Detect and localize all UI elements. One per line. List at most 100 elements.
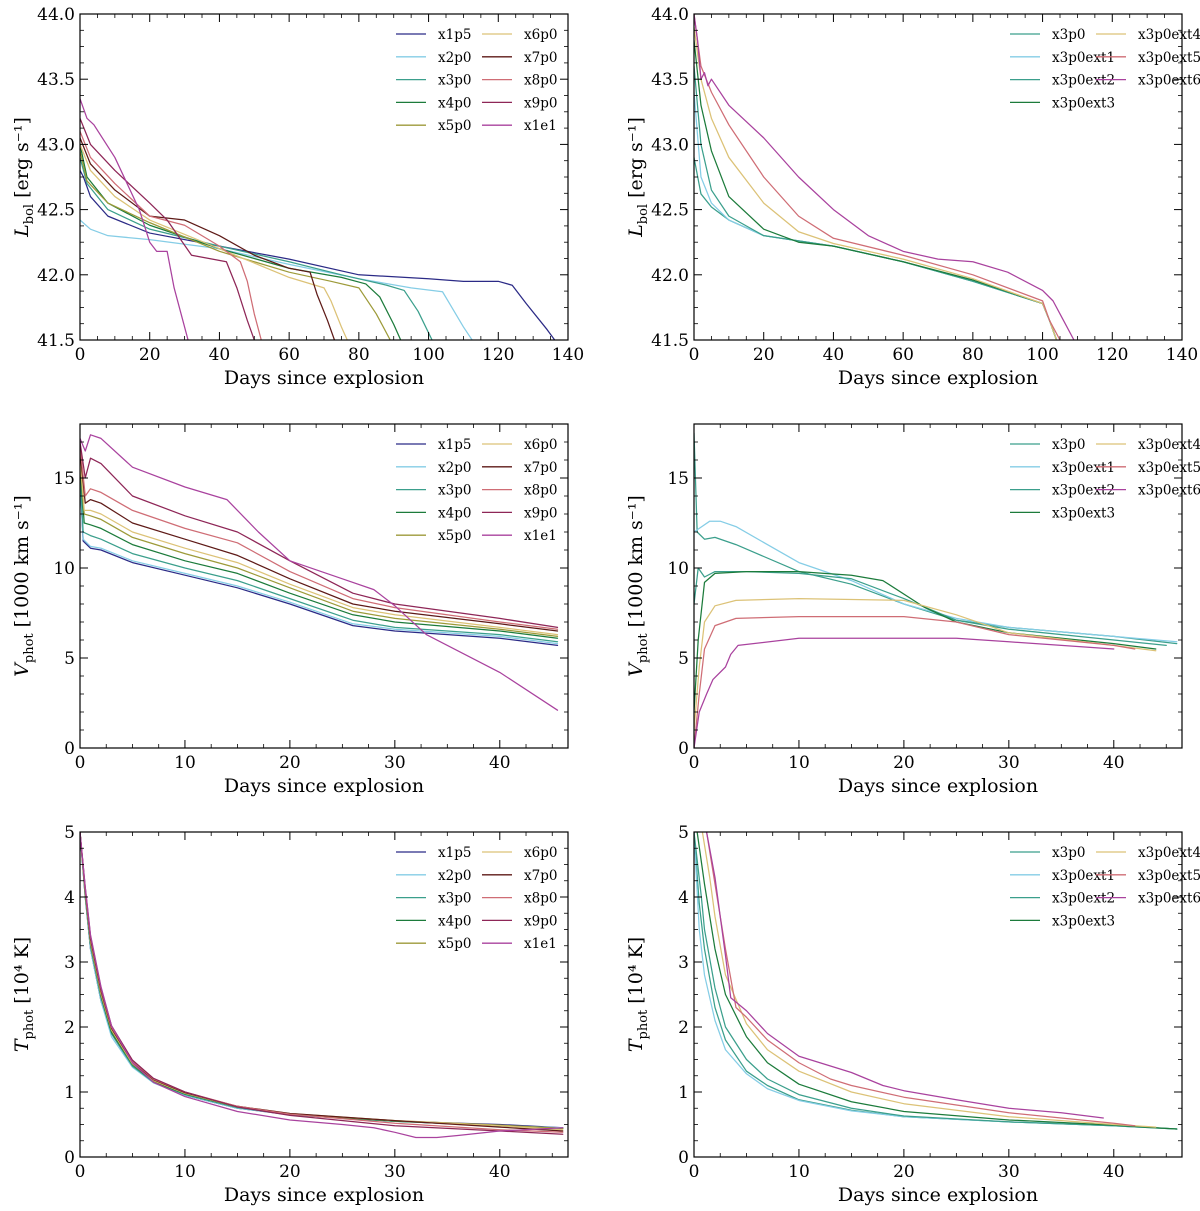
x-tick-label: 10 — [174, 1162, 196, 1182]
legend-label-x3p0ext4: x3p0ext4 — [1138, 27, 1200, 43]
y-tick-label: 5 — [678, 823, 689, 843]
x-tick-label: 0 — [75, 1162, 86, 1182]
legend-label-x3p0ext5: x3p0ext5 — [1138, 868, 1200, 884]
x-tick-label: 20 — [279, 753, 301, 773]
y-axis-symbol: L — [625, 224, 647, 238]
x-tick-label: 0 — [75, 345, 86, 365]
legend-label-x2p0: x2p0 — [438, 50, 471, 66]
legend-label-x3p0ext6: x3p0ext6 — [1138, 891, 1200, 907]
y-axis-symbol: L — [11, 224, 33, 238]
plot-frame — [79, 13, 569, 341]
series-line-x3p0ext3 — [696, 832, 1178, 1130]
x-tick-label: 140 — [1166, 345, 1198, 365]
series-group — [694, 832, 1178, 1130]
legend-label-x3p0ext4: x3p0ext4 — [1138, 437, 1200, 453]
x-tick-label: 20 — [139, 345, 161, 365]
x-tick-label: 20 — [279, 1162, 301, 1182]
legend-label-x3p0: x3p0 — [1052, 27, 1085, 43]
series-group — [80, 832, 564, 1139]
legend-label-x6p0: x6p0 — [524, 27, 557, 43]
y-tick-label: 43.0 — [37, 135, 75, 155]
y-axis-subscript: phot — [636, 1009, 651, 1040]
legend-label-x3p0: x3p0 — [1052, 437, 1085, 453]
series-line-x3p0ext1 — [694, 91, 1058, 340]
x-tick-label: 10 — [788, 753, 810, 773]
chart-tphot-ext: 0 10 20 30 40 0 1 2 3 4 5 Days since explosion Tphot… — [625, 823, 1200, 1206]
y-axis-unit: [erg s⁻¹] — [11, 117, 33, 204]
x-tick-label: 60 — [892, 345, 914, 365]
y-tick-label: 5 — [678, 649, 689, 669]
legend-label-x7p0: x7p0 — [524, 460, 557, 476]
series-line-x2p0 — [80, 219, 473, 340]
y-tick-label: 42.0 — [37, 266, 75, 286]
series-line-x3p0 — [80, 832, 564, 1130]
x-tick-label: 40 — [209, 345, 231, 365]
y-tick-label: 3 — [64, 953, 75, 973]
y-tick-label: 15 — [53, 469, 75, 489]
series-line-x6p0 — [80, 143, 348, 340]
legend-label-x3p0ext3: x3p0ext3 — [1052, 505, 1115, 521]
legend-label-x8p0: x8p0 — [524, 891, 557, 907]
chart-lbol-mass: 0 20 40 60 80 100 120 140 41.5 42.0 42.5 43.0 43.5 44… — [11, 5, 584, 389]
y-tick-label: 5 — [64, 823, 75, 843]
series-line-x3p0ext6 — [694, 14, 1075, 340]
chart-tphot-mass: 0 10 20 30 40 0 1 2 3 4 5 Days since explosion Tphot… — [11, 823, 569, 1206]
x-tick-label: 40 — [1103, 1162, 1125, 1182]
legend: x1p5 x2p0 x3p0 x4p0 x5p0 x6p0 x7p0 x8p0 x9p0 x1e1 — [396, 845, 557, 952]
legend-label-x3p0: x3p0 — [1052, 845, 1085, 861]
legend-label-x3p0ext6: x3p0ext6 — [1138, 73, 1200, 89]
y-axis-label: Vphot [1000 km s⁻¹] — [11, 495, 37, 677]
series-line-x3p0ext2 — [694, 65, 1058, 340]
series-line-x1p5 — [80, 832, 564, 1129]
y-axis-symbol: T — [625, 1038, 647, 1052]
series-line-x3p0ext5 — [705, 832, 1136, 1127]
series-line-x8p0 — [80, 444, 559, 630]
legend-label-x5p0: x5p0 — [438, 118, 471, 134]
series-line-x6p0 — [80, 455, 559, 636]
legend-label-x1p5: x1p5 — [438, 27, 471, 43]
x-tick-label: 120 — [1096, 345, 1128, 365]
legend-label-x3p0: x3p0 — [438, 891, 471, 907]
legend-label-x9p0: x9p0 — [524, 95, 557, 111]
x-axis-label: Days since explosion — [224, 775, 424, 797]
series-line-x5p0 — [80, 832, 564, 1130]
y-axis-label: Tphot [10⁴ K] — [625, 937, 651, 1052]
y-axis-label: Lbol [erg s⁻¹] — [625, 117, 651, 238]
legend-label-x5p0: x5p0 — [438, 528, 471, 544]
legend-label-x3p0: x3p0 — [438, 483, 471, 499]
legend-label-x4p0: x4p0 — [438, 505, 471, 521]
y-tick-label: 42.0 — [651, 266, 689, 286]
y-axis-unit: [1000 km s⁻¹] — [11, 495, 33, 633]
series-line-x9p0 — [80, 441, 559, 629]
legend-label-x6p0: x6p0 — [524, 437, 557, 453]
y-tick-label: 5 — [64, 649, 75, 669]
series-line-x5p0 — [80, 459, 559, 638]
y-tick-label: 1 — [64, 1083, 75, 1103]
series-group — [80, 434, 559, 711]
legend-label-x6p0: x6p0 — [524, 845, 557, 861]
y-tick-label: 0 — [678, 739, 689, 759]
y-tick-label: 41.5 — [37, 331, 75, 351]
legend-label-x9p0: x9p0 — [524, 913, 557, 929]
series-line-x1e1 — [80, 832, 564, 1139]
y-axis-unit: [1000 km s⁻¹] — [625, 495, 647, 633]
y-tick-label: 43.5 — [651, 70, 689, 90]
legend-label-x3p0ext6: x3p0ext6 — [1138, 483, 1200, 499]
chart-vphot-mass: 0 10 20 30 40 0 5 10 15 Days since explosion Vphot… — [11, 423, 569, 797]
legend-label-x9p0: x9p0 — [524, 505, 557, 521]
legend-label-x3p0ext1: x3p0ext1 — [1052, 460, 1115, 476]
series-line-x3p0ext4 — [701, 832, 1157, 1128]
legend-label-x3p0ext3: x3p0ext3 — [1052, 913, 1115, 929]
series-line-x7p0 — [80, 832, 564, 1132]
series-line-x4p0 — [80, 143, 402, 340]
legend-label-x2p0: x2p0 — [438, 868, 471, 884]
series-line-x4p0 — [80, 832, 564, 1130]
x-tick-label: 20 — [893, 753, 915, 773]
x-tick-label: 100 — [412, 345, 444, 365]
legend-label-x3p0ext5: x3p0ext5 — [1138, 460, 1200, 476]
series-line-x8p0 — [80, 130, 262, 340]
series-line-x1p5 — [80, 477, 559, 647]
x-tick-label: 30 — [384, 753, 406, 773]
x-axis-label: Days since explosion — [838, 775, 1038, 797]
